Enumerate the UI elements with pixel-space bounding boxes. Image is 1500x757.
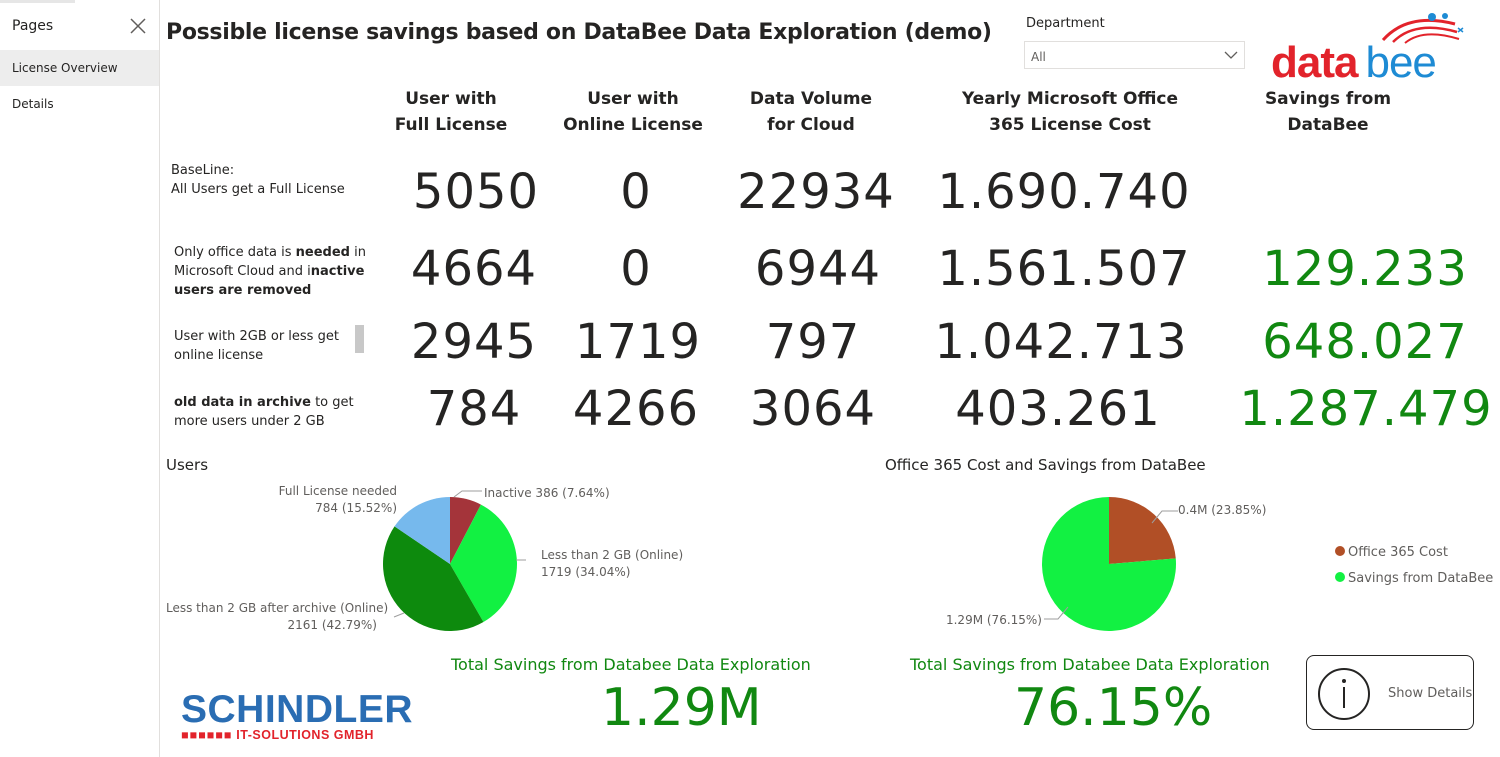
row-label-online-license: User with 2GB or less get online license <box>174 329 339 363</box>
users-slice-full-license-needed[interactable] <box>394 497 450 564</box>
office-online-license: 0 <box>620 241 652 297</box>
archive-data-volume: 3064 <box>749 381 877 437</box>
col-header-full-license: User with Full License <box>394 89 508 135</box>
close-icon[interactable] <box>128 16 148 36</box>
baseline-license-cost: 1.690.740 <box>937 164 1191 220</box>
cost-pie-chart[interactable] <box>1032 487 1188 643</box>
department-slicer-value: All <box>1031 50 1046 64</box>
legend-office-cost[interactable]: Office 365 Cost <box>1335 545 1448 560</box>
row-label-archive: old data in archive to get more users un… <box>174 395 354 429</box>
users-pie-chart[interactable] <box>370 487 530 647</box>
online-savings: 648.027 <box>1262 314 1468 370</box>
cost-chart-title: Office 365 Cost and Savings from DataBee <box>885 456 1206 474</box>
card-total-savings-value: 1.29M <box>601 678 762 738</box>
bee-swoosh-icon <box>1381 13 1464 44</box>
users-leader-line-2 <box>393 612 405 618</box>
users-label-inactive: Inactive 386 (7.64%) <box>484 486 610 500</box>
users-slice-less-than-2-gb-online[interactable] <box>450 504 517 623</box>
page-tab-details[interactable]: Details <box>12 97 54 111</box>
office-full-license: 4664 <box>410 241 538 297</box>
users-label-archive: Less than 2 GB after archive (Online) 21… <box>166 601 389 632</box>
users-label-online: Less than 2 GB (Online) 1719 (34.04%) <box>541 548 684 579</box>
show-details-label: Show Details <box>1388 686 1473 701</box>
office-savings: 129.233 <box>1262 241 1468 297</box>
pane-accent <box>0 0 75 3</box>
row-label-baseline: BaseLine: All Users get a Full License <box>171 163 345 197</box>
users-slice-less-than-2-gb-after-archive-online[interactable] <box>383 526 484 631</box>
col-header-savings: Savings from DataBee <box>1264 89 1392 135</box>
col-header-data-volume: Data Volume for Cloud <box>749 89 873 135</box>
databee-logo: data bee <box>1268 10 1468 87</box>
archive-license-cost: 403.261 <box>955 381 1161 437</box>
schindler-logo: SCHINDLER ■■■■■■ IT-SOLUTIONS GMBH <box>181 688 414 742</box>
legend-savings[interactable]: Savings from DataBee <box>1335 571 1493 586</box>
office-license-cost: 1.561.507 <box>937 241 1191 297</box>
users-slice-inactive[interactable] <box>450 497 481 564</box>
office-data-volume: 6944 <box>754 241 882 297</box>
pages-pane: Pages License Overview Details <box>0 0 160 757</box>
card-savings-percent-label: Total Savings from Databee Data Explorat… <box>910 655 1270 674</box>
databee-logo-text: data bee <box>1271 38 1437 87</box>
row-label-scrollbar[interactable] <box>355 325 364 353</box>
card-savings-percent-value: 76.15% <box>1014 678 1213 738</box>
users-leader-line-0 <box>453 490 482 498</box>
col-header-online-license: User with Online License <box>563 89 703 135</box>
show-details-button[interactable]: Show Details <box>1306 655 1474 730</box>
info-icon <box>1318 668 1370 720</box>
online-data-volume: 797 <box>765 314 861 370</box>
users-chart-title: Users <box>166 456 209 474</box>
archive-full-license: 784 <box>426 381 522 437</box>
cost-label-office: 0.4M (23.85%) <box>1178 503 1267 517</box>
archive-online-license: 4266 <box>572 381 700 437</box>
online-online-license: 1719 <box>574 314 702 370</box>
users-label-full-license: Full License needed 784 (15.52%) <box>278 484 397 515</box>
archive-savings: 1.287.479 <box>1239 381 1493 437</box>
department-slicer-label: Department <box>1026 16 1105 31</box>
savings-leader-line <box>1044 606 1069 620</box>
pages-pane-header: Pages <box>12 18 54 34</box>
legend-dot-icon <box>1335 546 1345 556</box>
cost-slice-office-365-cost[interactable] <box>1109 497 1176 564</box>
report-title: Possible license savings based on DataBe… <box>166 20 992 45</box>
baseline-full-license: 5050 <box>412 164 540 220</box>
chevron-down-icon <box>1224 51 1238 59</box>
cost-leader-line <box>1151 510 1178 524</box>
department-slicer-dropdown[interactable]: All <box>1024 41 1245 69</box>
cost-label-savings: 1.29M (76.15%) <box>945 613 1042 627</box>
col-header-license-cost: Yearly Microsoft Office 365 License Cost <box>961 89 1179 135</box>
page-tab-license-overview[interactable]: License Overview <box>0 50 159 86</box>
online-license-cost: 1.042.713 <box>934 314 1188 370</box>
card-total-savings-label: Total Savings from Databee Data Explorat… <box>451 655 811 674</box>
baseline-data-volume: 22934 <box>737 164 895 220</box>
cost-slice-savings-from-databee[interactable] <box>1042 497 1176 631</box>
online-full-license: 2945 <box>410 314 538 370</box>
legend-dot-icon <box>1335 572 1345 582</box>
row-label-office-data: Only office data is needed in Microsoft … <box>174 245 366 298</box>
baseline-online-license: 0 <box>620 164 652 220</box>
